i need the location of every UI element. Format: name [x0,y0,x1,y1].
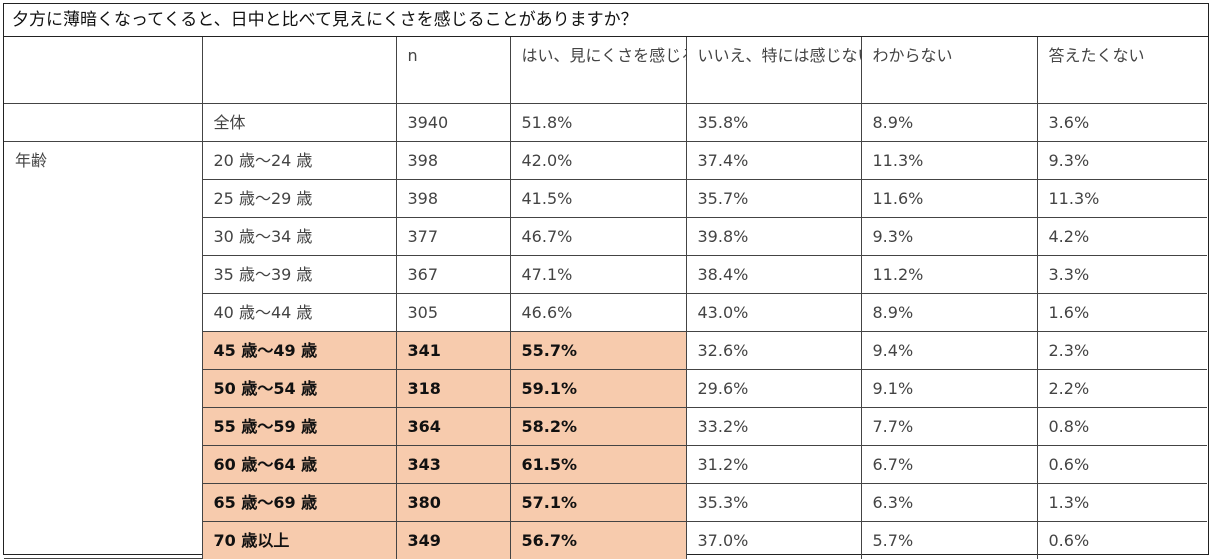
row-no: 31.2% [685,444,862,484]
row-no: 29.6% [685,368,862,408]
row-n: 380 [395,482,511,522]
header-yes-text: はい、見にくさを感じる [521,46,686,65]
total-empty [4,102,203,142]
row-yes: 46.7% [509,216,687,256]
total-unknown: 8.9% [860,102,1038,142]
row-n: 341 [395,330,511,370]
row-yes: 41.5% [509,178,687,218]
row-unknown: 7.7% [860,406,1038,446]
row-no-answer: 9.3% [1036,140,1207,180]
table-row-highlighted: 70 歳以上 349 56.7% 37.0% 5.7% 0.6% [4,520,1207,559]
table-row-highlighted: 50 歳〜54 歳 318 59.1% 29.6% 9.1% 2.2% [4,368,1207,408]
row-no-answer: 1.3% [1036,482,1207,522]
header-empty-2 [201,37,397,104]
total-label: 全体 [201,102,397,142]
row-yes: 59.1% [509,368,687,408]
table-row: 40 歳〜44 歳 305 46.6% 43.0% 8.9% 1.6% [4,292,1207,332]
row-unknown: 11.2% [860,254,1038,294]
row-yes: 42.0% [509,140,687,180]
header-empty-1 [4,37,203,104]
table-row: 年齢 20 歳〜24 歳 398 42.0% 37.4% 11.3% 9.3% [4,140,1207,559]
row-no-answer: 1.6% [1036,292,1207,332]
row-no-answer: 0.6% [1036,520,1207,559]
row-no-answer: 4.2% [1036,216,1207,256]
total-yes: 51.8% [509,102,687,142]
header-yes: はい、見にくさを感じる [509,37,687,104]
row-n: 364 [395,406,511,446]
row-yes: 46.6% [509,292,687,332]
row-unknown: 8.9% [860,292,1038,332]
row-unknown: 11.6% [860,178,1038,218]
row-label: 60 歳〜64 歳 [202,444,397,484]
row-yes: 55.7% [509,330,687,370]
row-yes: 61.5% [509,444,687,484]
row-no: 37.4% [685,140,862,180]
row-no: 33.2% [685,406,862,446]
row-unknown: 9.4% [860,330,1038,370]
table-row-highlighted: 60 歳〜64 歳 343 61.5% 31.2% 6.7% 0.6% [4,444,1207,484]
row-yes: 58.2% [509,406,687,446]
row-no: 38.4% [685,254,862,294]
row-label: 45 歳〜49 歳 [202,330,397,370]
header-row: n はい、見にくさを感じる いいえ、特には感じない わからない 答えたくない [4,37,1207,104]
header-no: いいえ、特には感じない [685,37,862,104]
row-no: 35.7% [685,178,862,218]
total-n: 3940 [395,102,511,142]
row-no-answer: 11.3% [1036,178,1207,218]
table-row: 35 歳〜39 歳 367 47.1% 38.4% 11.2% 3.3% [4,254,1207,294]
header-unknown: わからない [860,37,1038,104]
header-n: n [395,37,511,104]
row-no-answer: 2.2% [1036,368,1207,408]
row-n: 398 [395,178,511,218]
row-unknown: 6.3% [860,482,1038,522]
row-no-answer: 2.3% [1036,330,1207,370]
table-row-highlighted: 45 歳〜49 歳 341 55.7% 32.6% 9.4% 2.3% [4,330,1207,370]
question-title: 夕方に薄暗くなってくると、日中と比べて見えにくさを感じることがありますか？ [4,4,1208,37]
header-no-text: いいえ、特には感じない [697,46,861,65]
row-no: 39.8% [685,216,862,256]
row-yes: 56.7% [509,520,687,559]
row-no: 32.6% [685,330,862,370]
group-label-age: 年齢 [4,140,203,559]
row-unknown: 5.7% [860,520,1038,559]
row-label: 25 歳〜29 歳 [202,178,397,218]
total-no-answer: 3.6% [1036,102,1207,142]
row-unknown: 9.1% [860,368,1038,408]
row-unknown: 9.3% [860,216,1038,256]
row-n: 367 [395,254,511,294]
row-label: 20 歳〜24 歳 [201,140,397,180]
row-label: 35 歳〜39 歳 [202,254,397,294]
row-n: 398 [395,140,511,180]
row-no: 43.0% [685,292,862,332]
row-label: 50 歳〜54 歳 [202,368,397,408]
row-no: 37.0% [685,520,862,559]
row-n: 349 [395,520,511,559]
row-n: 305 [395,292,511,332]
row-label: 55 歳〜59 歳 [202,406,397,446]
row-label: 70 歳以上 [202,520,397,559]
row-n: 318 [395,368,511,408]
row-label: 30 歳〜34 歳 [202,216,397,256]
row-n: 343 [395,444,511,484]
total-row: 全体 3940 51.8% 35.8% 8.9% 3.6% [4,102,1207,142]
results-table: n はい、見にくさを感じる いいえ、特には感じない わからない 答えたくない 全… [4,37,1207,559]
row-label: 40 歳〜44 歳 [202,292,397,332]
row-yes: 57.1% [509,482,687,522]
table-row-highlighted: 65 歳〜69 歳 380 57.1% 35.3% 6.3% 1.3% [4,482,1207,522]
row-unknown: 6.7% [860,444,1038,484]
row-n: 377 [395,216,511,256]
row-label: 65 歳〜69 歳 [202,482,397,522]
row-yes: 47.1% [509,254,687,294]
table-row-highlighted: 55 歳〜59 歳 364 58.2% 33.2% 7.7% 0.8% [4,406,1207,446]
row-no-answer: 0.6% [1036,444,1207,484]
table-row: 30 歳〜34 歳 377 46.7% 39.8% 9.3% 4.2% [4,216,1207,256]
survey-table-frame: 夕方に薄暗くなってくると、日中と比べて見えにくさを感じることがありますか？ n … [3,3,1209,559]
header-no-answer: 答えたくない [1036,37,1207,104]
row-no: 35.3% [685,482,862,522]
total-no: 35.8% [685,102,862,142]
row-no-answer: 0.8% [1036,406,1207,446]
row-unknown: 11.3% [860,140,1038,180]
row-no-answer: 3.3% [1036,254,1207,294]
